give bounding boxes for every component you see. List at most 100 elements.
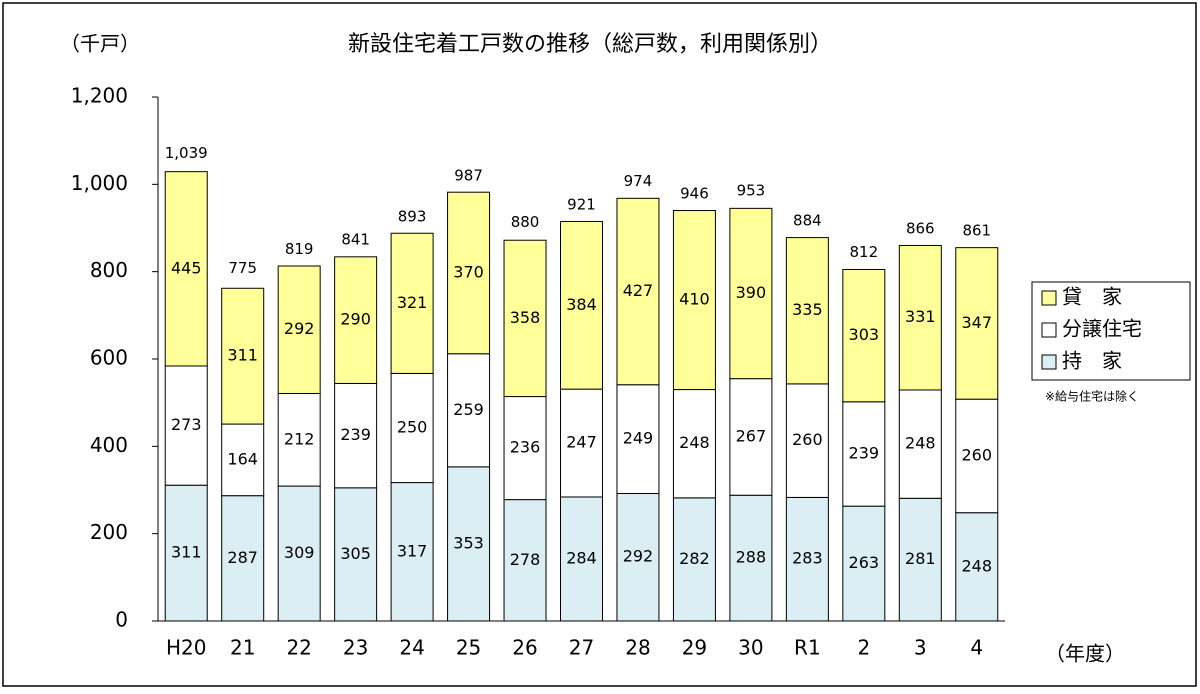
bar-segment [164, 484, 208, 622]
segment-label: 390 [736, 283, 767, 302]
total-label: 884 [793, 211, 822, 229]
total-label: 921 [567, 195, 596, 213]
y-tick-label: 0 [115, 608, 128, 632]
total-label: 987 [454, 167, 483, 185]
y-tick-label: 400 [90, 433, 128, 457]
x-tick-label: 30 [738, 636, 763, 660]
bar-segment [277, 392, 321, 487]
segment-label: 358 [510, 308, 541, 327]
y-unit: （千戸） [60, 32, 140, 56]
segment-label: 247 [566, 433, 597, 452]
segment-label: 278 [510, 550, 541, 569]
segment-label: 164 [227, 449, 258, 468]
segment-label: 303 [849, 325, 880, 344]
segment-label: 239 [340, 425, 371, 444]
segment-label: 239 [849, 443, 880, 462]
bar-segment [729, 378, 773, 496]
segment-label: 263 [849, 553, 880, 572]
segment-label: 282 [679, 549, 710, 568]
bar-segment [785, 237, 829, 385]
x-tick-label: 27 [569, 636, 594, 660]
segment-label: 284 [566, 548, 597, 567]
y-tick-label: 1,000 [71, 171, 128, 195]
segment-label: 283 [792, 549, 823, 568]
total-label: 812 [850, 243, 879, 261]
bar-segment [955, 247, 999, 400]
segment-label: 317 [397, 541, 428, 560]
segment-label: 335 [792, 300, 823, 319]
segment-label: 445 [171, 258, 202, 277]
x-tick-label: 23 [343, 636, 368, 660]
chart-title: 新設住宅着工戸数の推移（総戸数，利用関係別） [348, 32, 832, 57]
segment-label: 288 [736, 548, 767, 567]
segment-label: 410 [679, 290, 710, 309]
segment-label: 309 [284, 543, 315, 562]
bar-segment [334, 487, 378, 622]
x-tick-label: R1 [794, 636, 821, 660]
legend-swatch [1041, 322, 1057, 338]
legend-swatch [1041, 290, 1057, 306]
segment-label: 273 [171, 415, 202, 434]
total-label: 841 [341, 230, 370, 248]
total-label: 819 [285, 240, 314, 258]
segment-label: 248 [679, 433, 710, 452]
bar-segment [277, 265, 321, 394]
segment-label: 250 [397, 417, 428, 436]
total-label: 953 [737, 181, 766, 199]
segment-label: 347 [961, 313, 992, 332]
x-tick-label: 24 [399, 636, 424, 660]
segment-label: 292 [623, 547, 654, 566]
bar-segment [164, 365, 208, 486]
x-tick-label: 3 [914, 636, 927, 660]
segment-label: 311 [171, 543, 202, 562]
bar-segment [447, 191, 491, 355]
segment-label: 281 [905, 549, 936, 568]
segment-label: 287 [227, 548, 258, 567]
bar-segment [616, 384, 660, 494]
legend-box [1031, 281, 1191, 381]
x-tick-label: H20 [166, 636, 207, 660]
x-tick-label: 4 [970, 636, 983, 660]
bar-segment [164, 171, 208, 367]
bar-segment [447, 353, 491, 468]
total-label: 1,039 [165, 144, 208, 162]
total-label: 893 [398, 208, 427, 226]
bar-segment [503, 499, 547, 622]
segment-label: 370 [453, 262, 484, 281]
segment-label: 353 [453, 533, 484, 552]
segment-label: 305 [340, 544, 371, 563]
legend-label: 貸 家 [1062, 285, 1122, 309]
segment-label: 321 [397, 293, 428, 312]
total-label: 946 [680, 184, 709, 202]
bar-segment [842, 505, 886, 622]
total-label: 775 [228, 259, 257, 277]
segment-label: 212 [284, 429, 315, 448]
total-label: 861 [962, 222, 991, 240]
segment-label: 248 [961, 556, 992, 575]
segment-label: 290 [340, 310, 371, 329]
bar-segment [729, 207, 773, 380]
total-label: 866 [906, 219, 935, 237]
segment-label: 260 [792, 430, 823, 449]
x-tick-label: 25 [456, 636, 481, 660]
segment-label: 292 [284, 319, 315, 338]
bar-segment [334, 256, 378, 384]
bar-segment [503, 239, 547, 398]
legend-swatch [1041, 354, 1057, 370]
bar-segment [842, 401, 886, 507]
bar-segment [560, 388, 603, 498]
bar-segment [390, 232, 434, 374]
segment-label: 259 [453, 400, 484, 419]
y-tick-label: 800 [90, 258, 128, 282]
segment-label: 267 [736, 426, 767, 445]
x-tick-label: 2 [857, 636, 870, 660]
bar-segment [447, 466, 491, 622]
bar-segment [785, 383, 829, 498]
total-label: 974 [624, 172, 653, 190]
x-unit: （年度） [1045, 642, 1125, 666]
segment-label: 260 [961, 445, 992, 464]
x-tick-label: 26 [512, 636, 537, 660]
y-tick-label: 600 [90, 346, 128, 370]
x-tick-label: 28 [625, 636, 650, 660]
